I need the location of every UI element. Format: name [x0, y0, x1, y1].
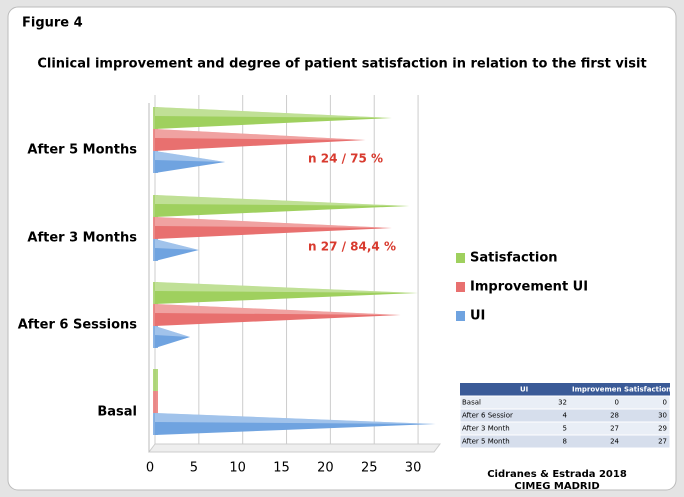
table-header-cell: Satisfaction [624, 386, 671, 394]
figure-label: Figure 4 [22, 16, 83, 31]
x-tick-label: 25 [361, 461, 378, 476]
cone [155, 107, 392, 129]
legend-swatch [456, 253, 465, 263]
y-tick-label: Basal [97, 405, 137, 420]
annotation: n 24 / 75 % [308, 152, 383, 166]
legend-swatch [456, 311, 465, 321]
cone [155, 217, 392, 239]
cone [155, 195, 410, 217]
cone [155, 151, 226, 173]
cone-base [153, 369, 158, 391]
credit: CIMEG MADRID [514, 481, 599, 492]
table-cell: 24 [610, 438, 619, 446]
cone [155, 304, 401, 326]
table-cell: 30 [658, 412, 667, 420]
legend-swatch [456, 282, 465, 292]
table-header-cell: UI [520, 386, 528, 394]
table-cell: 32 [558, 399, 567, 407]
table-header [460, 383, 670, 396]
chart-title: Clinical improvement and degree of patie… [37, 57, 646, 72]
credit: Cidranes & Estrada 2018 [487, 469, 627, 480]
cone [155, 413, 436, 435]
cone-highlight [155, 413, 436, 424]
cone-highlight [155, 129, 366, 140]
table-cell: 0 [663, 399, 667, 407]
cone-highlight [155, 326, 191, 337]
y-tick-label: After 6 Sessions [18, 318, 138, 333]
cone [155, 326, 191, 348]
table-header-cell: Improvemen [572, 386, 622, 394]
table-cell: 4 [563, 412, 568, 420]
cone-highlight [155, 195, 410, 206]
x-tick-label: 15 [273, 461, 290, 476]
table-cell: 28 [610, 412, 619, 420]
y-tick-label: After 3 Months [27, 231, 137, 246]
legend-label: Improvement UI [470, 280, 588, 295]
table-cell: 27 [658, 438, 667, 446]
table-cell: 5 [563, 425, 567, 433]
table-row-label: After 3 Month [462, 425, 510, 433]
x-tick-label: 20 [317, 461, 334, 476]
table-cell: 27 [610, 425, 619, 433]
floor [148, 443, 441, 453]
cone-highlight [155, 107, 392, 118]
cone [155, 239, 199, 261]
table-cell: 8 [563, 438, 567, 446]
table-row-label: After 6 Sessior [462, 412, 513, 420]
x-tick-label: 5 [190, 461, 198, 476]
cone-highlight [155, 282, 419, 293]
table-row [459, 434, 671, 449]
legend-label: Satisfaction [470, 251, 558, 266]
x-tick-label: 30 [405, 461, 422, 476]
cone-highlight [155, 217, 392, 228]
cone-highlight [155, 151, 226, 162]
cone-highlight [155, 239, 199, 250]
annotation: n 27 / 84,4 % [308, 240, 396, 254]
table-cell: 0 [615, 399, 619, 407]
cone [155, 282, 419, 304]
cone [155, 129, 366, 151]
cone-base [153, 391, 158, 413]
cone-highlight [155, 304, 401, 315]
legend-label: UI [470, 309, 485, 324]
table-row-label: Basal [462, 399, 481, 407]
table-cell: 29 [658, 425, 667, 433]
table-row-label: After 5 Month [462, 438, 510, 446]
y-tick-label: After 5 Months [27, 143, 137, 158]
x-tick-label: 0 [146, 461, 154, 476]
x-tick-label: 10 [229, 461, 246, 476]
